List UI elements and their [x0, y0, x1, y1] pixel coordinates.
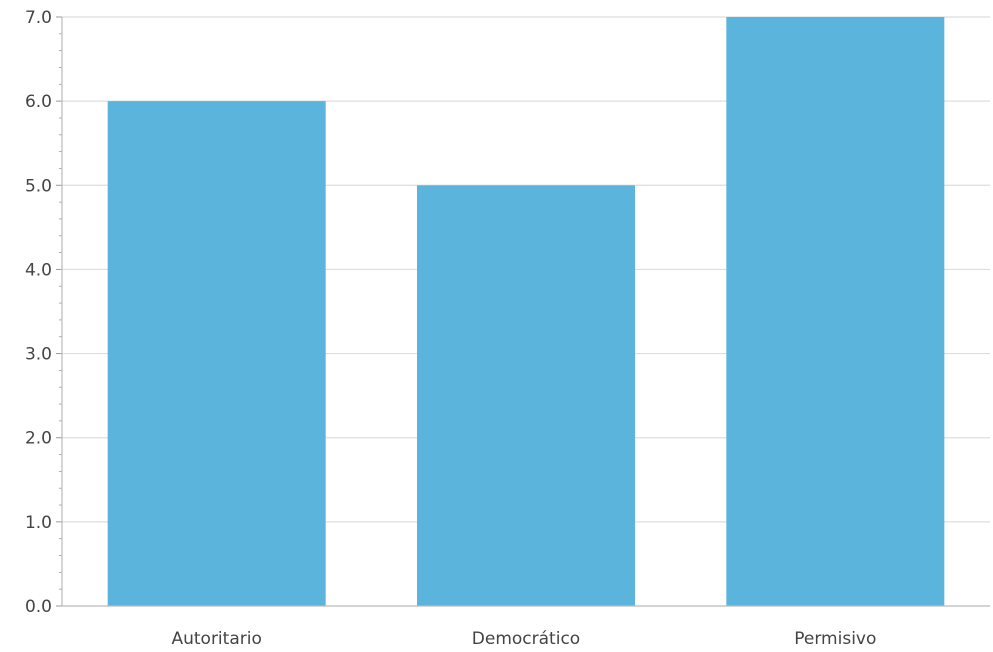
bars-layer	[107, 17, 945, 607]
y-tick-label-1: 1.0	[25, 513, 52, 533]
y-tick-label-5: 5.0	[25, 176, 52, 196]
y-tick-label-2: 2.0	[25, 429, 52, 449]
bar-2	[726, 17, 945, 606]
x-category-label-1: Democrático	[472, 629, 580, 649]
bar-0	[107, 101, 326, 607]
bar-1	[417, 185, 635, 607]
y-tick-label-3: 3.0	[25, 345, 52, 365]
x-category-label-2: Permisivo	[794, 629, 876, 649]
y-tick-label-4: 4.0	[25, 260, 52, 280]
y-tick-label-0: 0.0	[25, 597, 52, 617]
x-category-label-0: Autoritario	[171, 629, 261, 649]
y-tick-label-6: 6.0	[25, 92, 52, 112]
axis-layer	[56, 16, 990, 607]
labels-layer: 0.0 1.0 2.0 3.0 4.0 5.0 6.0 7.0 Autoritario Democ…	[25, 8, 876, 649]
y-tick-label-7: 7.0	[25, 8, 52, 28]
